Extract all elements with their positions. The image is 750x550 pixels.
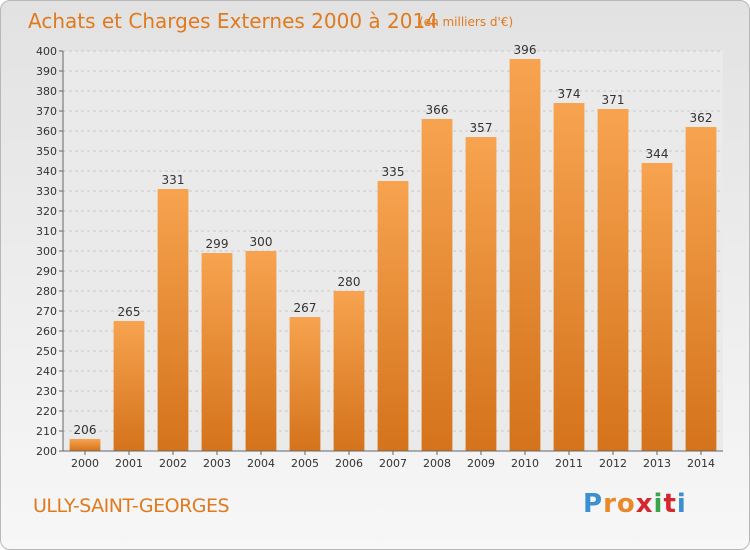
bar (245, 251, 277, 451)
bar-value-label: 362 (690, 111, 713, 125)
bar (421, 119, 453, 451)
x-tick-label: 2011 (555, 457, 583, 470)
x-tick-label: 2005 (291, 457, 319, 470)
x-tick-label: 2001 (115, 457, 143, 470)
bar (465, 137, 497, 451)
logo-letter: i (653, 489, 664, 519)
y-tick-label: 350 (36, 145, 57, 158)
bar (69, 439, 101, 451)
bar-value-label: 300 (250, 235, 273, 249)
bar (685, 127, 717, 451)
y-tick-label: 260 (36, 325, 57, 338)
y-tick-label: 270 (36, 305, 57, 318)
bar-value-label: 357 (470, 121, 493, 135)
x-tick-label: 2007 (379, 457, 407, 470)
y-tick-label: 290 (36, 265, 57, 278)
y-tick-label: 300 (36, 245, 57, 258)
bar (201, 253, 233, 451)
y-tick-label: 250 (36, 345, 57, 358)
bar-value-label: 371 (602, 93, 625, 107)
x-tick-label: 2004 (247, 457, 275, 470)
bar (553, 103, 585, 451)
y-tick-label: 390 (36, 65, 57, 78)
bar (509, 59, 541, 451)
bar-value-label: 366 (426, 103, 449, 117)
x-tick-label: 2013 (643, 457, 671, 470)
x-tick-label: 2006 (335, 457, 363, 470)
x-tick-label: 2003 (203, 457, 231, 470)
y-tick-label: 210 (36, 425, 57, 438)
x-tick-label: 2000 (71, 457, 99, 470)
x-tick-label: 2010 (511, 457, 539, 470)
logo-letter: i (676, 489, 687, 519)
logo-letter: x (635, 489, 654, 519)
bar-value-label: 331 (162, 173, 185, 187)
bar-value-label: 299 (206, 237, 229, 251)
y-tick-label: 220 (36, 405, 57, 418)
bar-value-label: 396 (514, 43, 537, 57)
y-tick-label: 200 (36, 445, 57, 458)
bar-value-label: 280 (338, 275, 361, 289)
x-tick-label: 2002 (159, 457, 187, 470)
bar-value-label: 206 (74, 423, 97, 437)
bar (597, 109, 629, 451)
logo-letter: P (583, 489, 604, 519)
y-tick-label: 380 (36, 85, 57, 98)
proxiti-logo: Proxiti (583, 489, 687, 519)
y-tick-label: 280 (36, 285, 57, 298)
logo-letter: o (616, 489, 636, 519)
y-tick-label: 400 (36, 45, 57, 58)
y-tick-label: 240 (36, 365, 57, 378)
y-tick-label: 340 (36, 165, 57, 178)
y-tick-label: 310 (36, 225, 57, 238)
bar-value-label: 265 (118, 305, 141, 319)
y-tick-label: 330 (36, 185, 57, 198)
y-tick-label: 230 (36, 385, 57, 398)
commune-name: ULLY-SAINT-GEORGES (33, 495, 230, 517)
bar-value-label: 374 (558, 87, 581, 101)
bar (113, 321, 145, 451)
x-tick-label: 2014 (687, 457, 715, 470)
bar-value-label: 267 (294, 301, 317, 315)
bar (333, 291, 365, 451)
logo-letter: r (603, 489, 617, 519)
logo-letter: t (663, 489, 677, 519)
chart-title: Achats et Charges Externes 2000 à 2014 (28, 9, 438, 33)
y-tick-label: 360 (36, 125, 57, 138)
y-tick-label: 320 (36, 205, 57, 218)
x-tick-label: 2008 (423, 457, 451, 470)
bar (157, 189, 189, 451)
x-tick-label: 2009 (467, 457, 495, 470)
bar (289, 317, 321, 451)
bar-value-label: 344 (646, 147, 669, 161)
bar (377, 181, 409, 451)
y-tick-label: 370 (36, 105, 57, 118)
chart-subtitle: (en milliers d'€) (419, 15, 514, 29)
bar-value-label: 335 (382, 165, 405, 179)
bar (641, 163, 673, 451)
x-tick-label: 2012 (599, 457, 627, 470)
